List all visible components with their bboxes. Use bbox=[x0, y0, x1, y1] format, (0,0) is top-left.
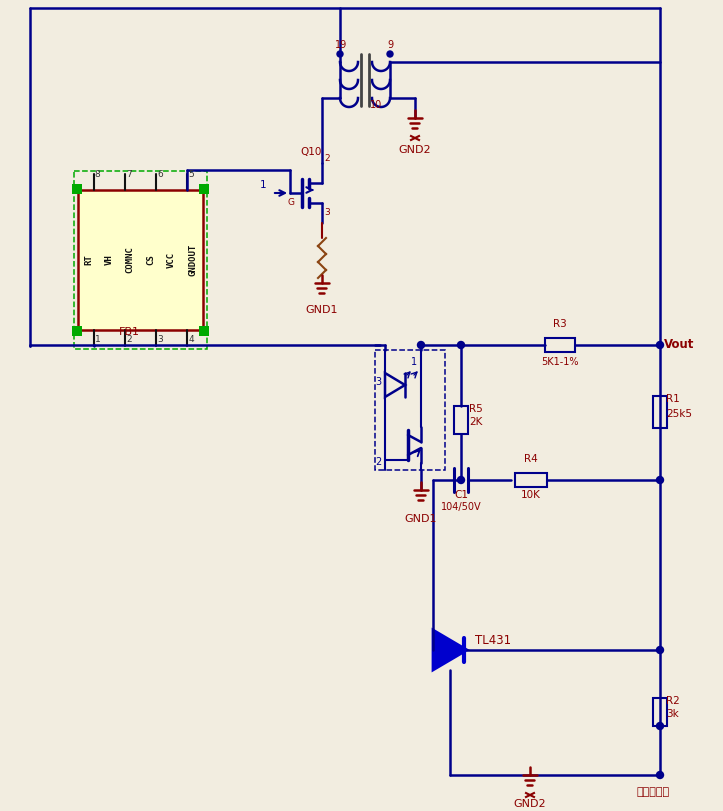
Text: 9: 9 bbox=[387, 40, 393, 50]
Text: GNDOUT: GNDOUT bbox=[188, 244, 197, 276]
Circle shape bbox=[656, 723, 664, 730]
Text: 2: 2 bbox=[375, 457, 381, 467]
Circle shape bbox=[458, 341, 464, 349]
Bar bbox=[72, 184, 82, 194]
Text: COMNC: COMNC bbox=[126, 247, 134, 273]
Text: R1: R1 bbox=[666, 394, 680, 404]
Text: CS: CS bbox=[147, 255, 155, 265]
Text: R2: R2 bbox=[666, 696, 680, 706]
Text: TL431: TL431 bbox=[475, 634, 511, 647]
Text: R5: R5 bbox=[469, 404, 483, 414]
Text: 3: 3 bbox=[375, 377, 381, 387]
Bar bbox=[454, 406, 468, 434]
Bar bbox=[515, 473, 547, 487]
Circle shape bbox=[417, 341, 424, 349]
Text: 19: 19 bbox=[335, 40, 347, 50]
Text: R3: R3 bbox=[553, 319, 567, 329]
Bar bbox=[653, 396, 667, 428]
Circle shape bbox=[656, 771, 664, 779]
Text: 1: 1 bbox=[95, 335, 100, 344]
Bar bbox=[78, 190, 203, 330]
Text: 4: 4 bbox=[189, 335, 194, 344]
Text: 10: 10 bbox=[370, 100, 382, 110]
Circle shape bbox=[337, 51, 343, 57]
Text: 3: 3 bbox=[324, 208, 330, 217]
Text: R4: R4 bbox=[524, 454, 538, 464]
Text: RT: RT bbox=[84, 255, 93, 265]
Text: 5K1-1%: 5K1-1% bbox=[542, 357, 578, 367]
Text: 104/50V: 104/50V bbox=[441, 502, 482, 512]
Text: G: G bbox=[288, 198, 295, 207]
Bar bbox=[78, 190, 203, 330]
Bar bbox=[72, 326, 82, 336]
Text: 1: 1 bbox=[411, 357, 417, 367]
Text: VCC: VCC bbox=[167, 252, 176, 268]
Text: 2: 2 bbox=[324, 154, 330, 163]
Text: 25k5: 25k5 bbox=[666, 409, 692, 419]
Text: 3k: 3k bbox=[666, 709, 679, 719]
Circle shape bbox=[387, 51, 393, 57]
Text: FB1: FB1 bbox=[119, 327, 140, 337]
Circle shape bbox=[656, 341, 664, 349]
Text: GND1: GND1 bbox=[306, 305, 338, 315]
Bar bbox=[199, 326, 209, 336]
Text: 1: 1 bbox=[260, 180, 267, 190]
Text: GND2: GND2 bbox=[398, 145, 432, 155]
Text: GND1: GND1 bbox=[405, 514, 437, 524]
Bar bbox=[545, 338, 575, 352]
Text: Q10: Q10 bbox=[300, 147, 322, 157]
Text: 2K: 2K bbox=[469, 417, 482, 427]
Text: 10K: 10K bbox=[521, 490, 541, 500]
Text: 6: 6 bbox=[157, 170, 163, 179]
Bar bbox=[653, 698, 667, 726]
Text: 7: 7 bbox=[126, 170, 132, 179]
Text: 电路一点通: 电路一点通 bbox=[637, 787, 670, 797]
Text: 3: 3 bbox=[157, 335, 163, 344]
Circle shape bbox=[458, 477, 464, 483]
Circle shape bbox=[656, 477, 664, 483]
Polygon shape bbox=[433, 630, 467, 670]
Text: Vout: Vout bbox=[664, 338, 694, 351]
Text: C1: C1 bbox=[454, 490, 468, 500]
Text: VH: VH bbox=[105, 255, 114, 265]
Text: 8: 8 bbox=[95, 170, 100, 179]
Bar bbox=[199, 184, 209, 194]
Text: GND2: GND2 bbox=[513, 799, 547, 809]
Circle shape bbox=[656, 646, 664, 654]
Text: 2: 2 bbox=[126, 335, 132, 344]
Text: 5: 5 bbox=[189, 170, 194, 179]
